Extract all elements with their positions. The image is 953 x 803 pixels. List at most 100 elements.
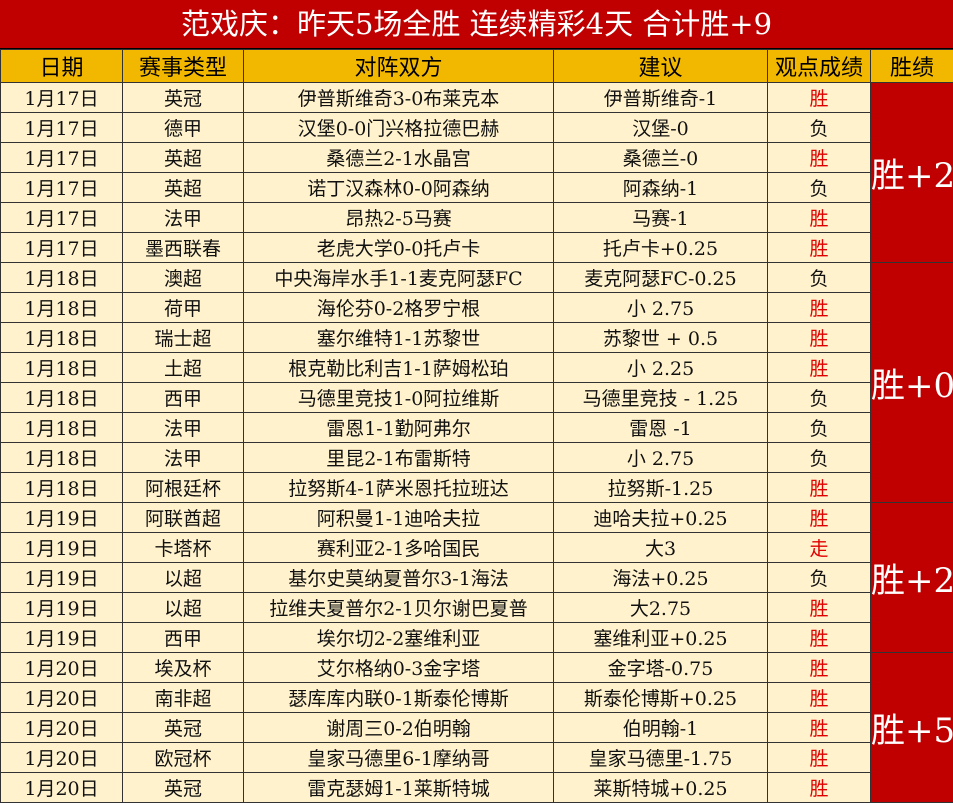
match-cell: 诺丁汉森林0-0阿森纳 <box>244 173 554 203</box>
pick-cell: 汉堡-0 <box>554 113 768 143</box>
summary-cell: 胜+0 <box>871 263 953 503</box>
league-cell: 瑞士超 <box>123 323 244 353</box>
header-date: 日期 <box>1 50 123 83</box>
match-cell: 根克勒比利吉1-1萨姆松珀 <box>244 353 554 383</box>
pick-cell: 麦克阿瑟FC-0.25 <box>554 263 768 293</box>
date-cell: 1月18日 <box>1 383 123 413</box>
league-cell: 南非超 <box>123 683 244 713</box>
result-cell: 负 <box>768 563 871 593</box>
match-cell: 皇家马德里6-1摩纳哥 <box>244 743 554 773</box>
pick-cell: 斯泰伦博斯+0.25 <box>554 683 768 713</box>
pick-cell: 拉努斯-1.25 <box>554 473 768 503</box>
match-cell: 汉堡0-0门兴格拉德巴赫 <box>244 113 554 143</box>
header-match: 对阵双方 <box>244 50 554 83</box>
summary-cell: 胜+2 <box>871 83 953 263</box>
pick-cell: 苏黎世 + 0.5 <box>554 323 768 353</box>
league-cell: 西甲 <box>123 623 244 653</box>
result-cell: 胜 <box>768 323 871 353</box>
header-league: 赛事类型 <box>123 50 244 83</box>
league-cell: 阿联酋超 <box>123 503 244 533</box>
results-table: 日期 赛事类型 对阵双方 建议 观点成绩 胜绩 1月17日英冠伊普斯维奇3-0布… <box>0 49 953 803</box>
result-cell: 负 <box>768 113 871 143</box>
match-cell: 里昆2-1布雷斯特 <box>244 443 554 473</box>
league-cell: 英冠 <box>123 83 244 113</box>
league-cell: 法甲 <box>123 413 244 443</box>
league-cell: 以超 <box>123 563 244 593</box>
league-cell: 土超 <box>123 353 244 383</box>
pick-cell: 小 2.75 <box>554 443 768 473</box>
pick-cell: 桑德兰-0 <box>554 143 768 173</box>
date-cell: 1月20日 <box>1 743 123 773</box>
date-cell: 1月17日 <box>1 113 123 143</box>
match-cell: 拉努斯4-1萨米恩托拉班达 <box>244 473 554 503</box>
match-cell: 艾尔格纳0-3金字塔 <box>244 653 554 683</box>
date-cell: 1月18日 <box>1 413 123 443</box>
date-cell: 1月19日 <box>1 563 123 593</box>
league-cell: 英超 <box>123 143 244 173</box>
pick-cell: 小 2.25 <box>554 353 768 383</box>
pick-cell: 伊普斯维奇-1 <box>554 83 768 113</box>
date-cell: 1月19日 <box>1 593 123 623</box>
result-cell: 负 <box>768 383 871 413</box>
date-cell: 1月17日 <box>1 173 123 203</box>
result-cell: 胜 <box>768 293 871 323</box>
league-cell: 欧冠杯 <box>123 743 244 773</box>
pick-cell: 伯明翰-1 <box>554 713 768 743</box>
page-title: 范戏庆：昨天5场全胜 连续精彩4天 合计胜+9 <box>0 0 953 49</box>
summary-cell: 胜+2 <box>871 503 953 653</box>
result-cell: 负 <box>768 263 871 293</box>
result-cell: 胜 <box>768 83 871 113</box>
pick-cell: 海法+0.25 <box>554 563 768 593</box>
result-cell: 胜 <box>768 503 871 533</box>
match-cell: 中央海岸水手1-1麦克阿瑟FC <box>244 263 554 293</box>
league-cell: 阿根廷杯 <box>123 473 244 503</box>
date-cell: 1月18日 <box>1 323 123 353</box>
pick-cell: 托卢卡+0.25 <box>554 233 768 263</box>
date-cell: 1月20日 <box>1 683 123 713</box>
result-cell: 胜 <box>768 203 871 233</box>
match-cell: 阿积曼1-1迪哈夫拉 <box>244 503 554 533</box>
result-cell: 走 <box>768 533 871 563</box>
summary-cell: 胜+5 <box>871 653 953 803</box>
match-cell: 马德里竞技1-0阿拉维斯 <box>244 383 554 413</box>
match-cell: 赛利亚2-1多哈国民 <box>244 533 554 563</box>
result-cell: 胜 <box>768 353 871 383</box>
date-cell: 1月17日 <box>1 143 123 173</box>
date-cell: 1月19日 <box>1 503 123 533</box>
result-cell: 胜 <box>768 773 871 803</box>
result-cell: 胜 <box>768 683 871 713</box>
pick-cell: 小 2.75 <box>554 293 768 323</box>
match-cell: 桑德兰2-1水晶宫 <box>244 143 554 173</box>
date-cell: 1月18日 <box>1 473 123 503</box>
league-cell: 英冠 <box>123 773 244 803</box>
result-cell: 胜 <box>768 233 871 263</box>
league-cell: 卡塔杯 <box>123 533 244 563</box>
result-cell: 胜 <box>768 143 871 173</box>
result-cell: 胜 <box>768 593 871 623</box>
league-cell: 法甲 <box>123 443 244 473</box>
pick-cell: 阿森纳-1 <box>554 173 768 203</box>
pick-cell: 大2.75 <box>554 593 768 623</box>
date-cell: 1月17日 <box>1 203 123 233</box>
pick-cell: 莱斯特城+0.25 <box>554 773 768 803</box>
league-cell: 德甲 <box>123 113 244 143</box>
match-cell: 老虎大学0-0托卢卡 <box>244 233 554 263</box>
league-cell: 埃及杯 <box>123 653 244 683</box>
league-cell: 墨西联春 <box>123 233 244 263</box>
pick-cell: 马赛-1 <box>554 203 768 233</box>
